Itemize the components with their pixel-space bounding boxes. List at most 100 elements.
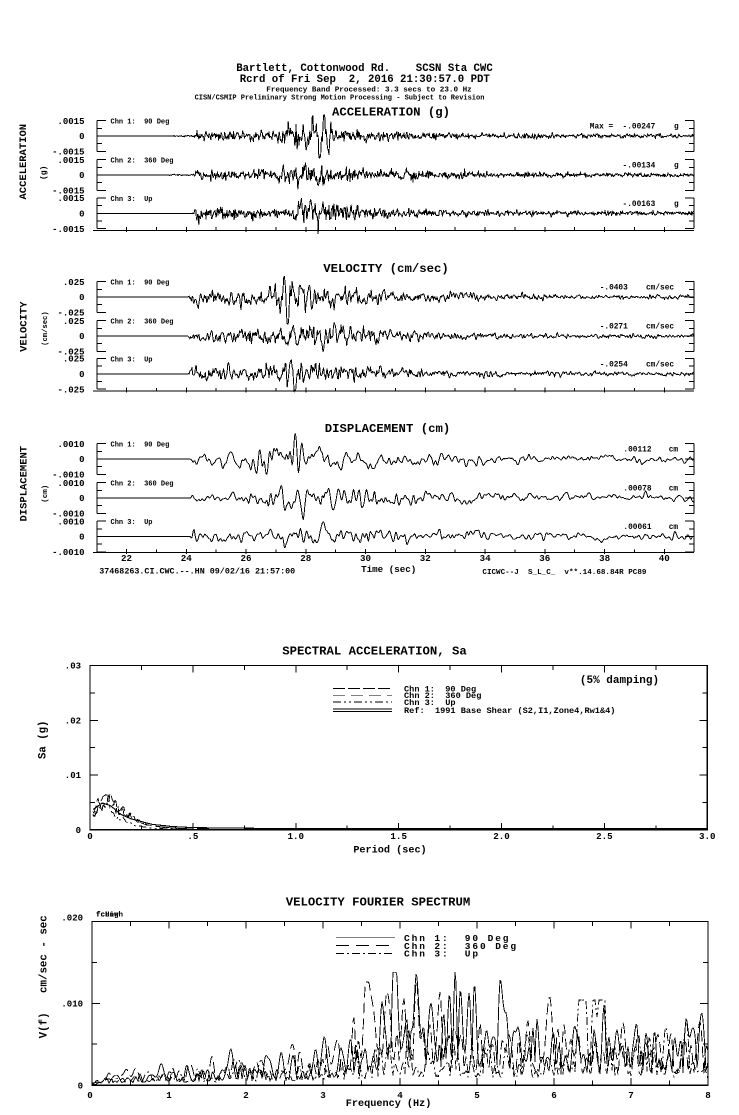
svg-text:36: 36 bbox=[539, 553, 550, 564]
svg-text:.00061: .00061 bbox=[623, 524, 651, 532]
svg-text:.5: .5 bbox=[187, 831, 199, 842]
svg-text:3.0: 3.0 bbox=[699, 831, 716, 842]
svg-text:(cm/sec): (cm/sec) bbox=[42, 311, 50, 346]
svg-text:V(f) cm/sec - sec: V(f) cm/sec - sec bbox=[38, 915, 50, 1038]
svg-text:-.0271: -.0271 bbox=[600, 324, 628, 332]
svg-text:Frequency Band Processed: 3.3: Frequency Band Processed: 3.3 secs to 23… bbox=[266, 86, 472, 94]
svg-text:-.0015: -.0015 bbox=[52, 148, 84, 158]
svg-text:VELOCITY (cm/sec): VELOCITY (cm/sec) bbox=[323, 262, 448, 276]
svg-text:Frequency (Hz): Frequency (Hz) bbox=[346, 1098, 432, 1110]
svg-text:Period (sec): Period (sec) bbox=[353, 845, 426, 857]
svg-text:g: g bbox=[674, 163, 679, 171]
svg-text:.010: .010 bbox=[61, 1000, 83, 1010]
svg-text:Chn 3: Up: Chn 3: Up bbox=[111, 519, 153, 527]
svg-text:cm: cm bbox=[669, 524, 679, 532]
svg-text:37468263.CI.CWC.--.HN 09/02/16: 37468263.CI.CWC.--.HN 09/02/16 21:57:00 bbox=[99, 567, 295, 577]
svg-text:.0015: .0015 bbox=[57, 194, 84, 204]
svg-text:VELOCITY: VELOCITY bbox=[18, 301, 30, 352]
svg-text:Chn 2: 360 Deg: Chn 2: 360 Deg bbox=[404, 691, 481, 701]
svg-text:CICWC--J S_L_C_ v**.14.68.84: CICWC--J S_L_C_ v**.14.68.84R PC89 bbox=[482, 569, 646, 577]
svg-text:.0015: .0015 bbox=[57, 117, 84, 127]
svg-text:Chn 2: 360 Deg: Chn 2: 360 Deg bbox=[111, 158, 174, 166]
svg-text:cm/sec: cm/sec bbox=[646, 285, 674, 293]
svg-text:2: 2 bbox=[243, 1090, 249, 1101]
svg-text:Ref: 1991 Base Shear (S2,I1,Z: Ref: 1991 Base Shear (S2,I1,Zone4,Rw1&4) bbox=[404, 706, 615, 716]
svg-text:Sa (g): Sa (g) bbox=[38, 721, 50, 759]
svg-text:Chn 1: 90 Deg: Chn 1: 90 Deg bbox=[111, 280, 170, 288]
svg-text:Chn 1: 90 Deg: Chn 1: 90 Deg bbox=[111, 119, 170, 127]
svg-text:Max = -.00247: Max = -.00247 bbox=[590, 124, 656, 132]
svg-text:1.0: 1.0 bbox=[288, 831, 305, 842]
svg-text:0: 0 bbox=[87, 1090, 93, 1101]
svg-text:-.025: -.025 bbox=[57, 348, 84, 358]
svg-text:Chn 3: Up: Chn 3: Up bbox=[404, 698, 456, 708]
svg-text:Chn 2: 360 Deg: Chn 2: 360 Deg bbox=[111, 481, 174, 489]
svg-text:24: 24 bbox=[181, 553, 193, 564]
svg-text:Rcrd of Fri Sep 2, 2016 21:30: Rcrd of Fri Sep 2, 2016 21:30:57.0 PDT bbox=[240, 74, 491, 86]
svg-text:Chn 2: 360 Deg: Chn 2: 360 Deg bbox=[111, 319, 174, 327]
svg-text:Chn 3: Up: Chn 3: Up bbox=[111, 356, 153, 364]
svg-text:fcLow: fcLow bbox=[96, 912, 119, 920]
svg-text:32: 32 bbox=[420, 553, 431, 564]
svg-text:5: 5 bbox=[474, 1090, 480, 1101]
svg-text:26: 26 bbox=[240, 553, 251, 564]
svg-text:-.0015: -.0015 bbox=[52, 187, 84, 197]
svg-text:0: 0 bbox=[79, 132, 84, 142]
svg-text:cm: cm bbox=[669, 447, 679, 455]
svg-text:38: 38 bbox=[599, 553, 611, 564]
svg-text:DISPLACEMENT: DISPLACEMENT bbox=[19, 446, 31, 522]
svg-text:34: 34 bbox=[480, 553, 492, 564]
svg-text:.020: .020 bbox=[61, 914, 83, 924]
svg-text:7: 7 bbox=[628, 1090, 634, 1101]
svg-text:ACCELERATION (g): ACCELERATION (g) bbox=[332, 106, 450, 120]
svg-text:Chn 2: 360 Deg: Chn 2: 360 Deg bbox=[404, 941, 518, 952]
svg-text:cm: cm bbox=[669, 486, 679, 494]
svg-text:0: 0 bbox=[79, 293, 84, 303]
svg-text:-.0010: -.0010 bbox=[52, 510, 84, 520]
svg-text:3: 3 bbox=[320, 1090, 326, 1101]
svg-text:(g): (g) bbox=[40, 166, 49, 180]
svg-text:6: 6 bbox=[551, 1090, 557, 1101]
svg-text:ACCELERATION: ACCELERATION bbox=[18, 124, 30, 200]
svg-text:g: g bbox=[674, 124, 679, 132]
svg-text:Time (sec): Time (sec) bbox=[361, 564, 416, 575]
svg-text:.025: .025 bbox=[63, 278, 85, 288]
svg-text:-.0015: -.0015 bbox=[52, 225, 84, 235]
svg-text:.01: .01 bbox=[65, 771, 82, 781]
svg-text:cm/sec: cm/sec bbox=[646, 361, 674, 369]
svg-text:0: 0 bbox=[79, 332, 84, 342]
svg-text:Chn 1: 90 Deg: Chn 1: 90 Deg bbox=[111, 442, 170, 450]
svg-text:fcHigh: fcHigh bbox=[96, 912, 124, 920]
svg-text:-.0403: -.0403 bbox=[600, 285, 628, 293]
svg-text:22: 22 bbox=[121, 553, 132, 564]
svg-text:-.00163: -.00163 bbox=[623, 201, 656, 209]
svg-text:.0015: .0015 bbox=[57, 156, 84, 166]
svg-text:0: 0 bbox=[79, 171, 84, 181]
svg-text:30: 30 bbox=[360, 553, 371, 564]
svg-text:1.5: 1.5 bbox=[390, 831, 407, 842]
svg-text:DISPLACEMENT (cm): DISPLACEMENT (cm) bbox=[325, 422, 450, 436]
svg-text:-.0010: -.0010 bbox=[52, 548, 84, 558]
svg-text:.00078: .00078 bbox=[623, 486, 651, 494]
svg-text:0: 0 bbox=[78, 1081, 83, 1091]
svg-text:.03: .03 bbox=[65, 662, 81, 672]
svg-text:(cm): (cm) bbox=[42, 485, 50, 503]
svg-text:.00112: .00112 bbox=[623, 447, 651, 455]
svg-text:.0010: .0010 bbox=[57, 479, 84, 489]
svg-text:(5% damping): (5% damping) bbox=[580, 675, 659, 687]
svg-text:.025: .025 bbox=[63, 355, 85, 365]
svg-text:.025: .025 bbox=[63, 317, 85, 327]
svg-text:.02: .02 bbox=[65, 717, 81, 727]
svg-text:0: 0 bbox=[79, 210, 84, 220]
svg-text:Bartlett, Cottonwood Rd. SC: Bartlett, Cottonwood Rd. SCSN Sta CWC bbox=[236, 63, 493, 75]
svg-text:CISN/CSMIP Preliminary Strong: CISN/CSMIP Preliminary Strong Motion Pro… bbox=[195, 95, 485, 103]
svg-text:-.0254: -.0254 bbox=[600, 361, 628, 369]
svg-text:0: 0 bbox=[76, 826, 81, 836]
svg-text:0: 0 bbox=[79, 494, 84, 504]
svg-text:40: 40 bbox=[659, 553, 670, 564]
svg-text:VELOCITY FOURIER SPECTRUM: VELOCITY FOURIER SPECTRUM bbox=[286, 895, 470, 909]
svg-text:28: 28 bbox=[300, 553, 312, 564]
svg-text:Chn 1: 90 Deg: Chn 1: 90 Deg bbox=[404, 933, 510, 944]
svg-text:-.025: -.025 bbox=[57, 385, 84, 395]
svg-text:1: 1 bbox=[166, 1090, 172, 1101]
